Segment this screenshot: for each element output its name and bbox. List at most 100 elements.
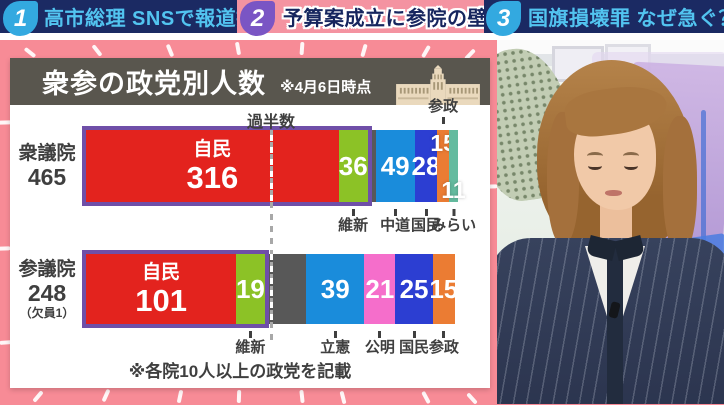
segment-seat-count: 28	[411, 151, 441, 181]
segment-seat-count: 19	[235, 274, 265, 304]
ticker-number-badge-1: 1	[3, 1, 38, 36]
bar-segment-維新: 36	[339, 130, 368, 202]
majority-line-over-bar1	[269, 135, 273, 207]
callout-tick	[412, 331, 416, 338]
party-callout-公明: 公明	[365, 329, 395, 357]
ray-decoration	[0, 246, 11, 251]
ray-decoration	[165, 43, 175, 58]
bar-segment-自民: 自民 316	[86, 130, 339, 202]
chart-panel: 衆参の政党別人数 ※4月6日時点	[10, 58, 490, 388]
callout-tick	[378, 331, 382, 338]
chart-title: 衆参の政党別人数	[42, 69, 266, 99]
ticker-item-1: 高市総理 SNSで報道批判	[0, 0, 277, 33]
party-callout-中道: 中道	[380, 207, 410, 235]
segment-seat-count: 101	[135, 282, 187, 318]
bar-segment-自民: 自民 101	[86, 254, 237, 324]
segment-seat-count: 15	[429, 274, 459, 304]
callout-label: 国民	[399, 339, 430, 356]
house-name: 参議院	[18, 259, 76, 280]
callout-label: 中道	[380, 217, 411, 234]
ticker-number-badge-3: 3	[486, 1, 521, 36]
ray-decoration	[23, 46, 37, 59]
party-callout-維新: 維新	[235, 329, 265, 357]
chart-title-bar: 衆参の政党別人数 ※4月6日時点	[10, 58, 490, 105]
bar-row-0: 自民 316 36 49 28 15 11 維新 中道 国民 参政 みらい	[82, 98, 476, 234]
callout-tick	[442, 331, 446, 338]
party-callout-国民: 国民	[411, 207, 441, 235]
callout-tick	[441, 117, 445, 124]
bar-segment-国民: 28	[412, 130, 440, 202]
party-callout-参政: 参政	[428, 97, 459, 127]
ray-decoration	[101, 388, 111, 403]
ticker-item-2: 予算案成立に参院の壁	[237, 0, 488, 33]
segment-seat-count: 316	[186, 159, 239, 195]
bar-row-1: 自民 101 19 39 21 25 15 維新 立憲 公明 国民 参政	[82, 250, 459, 356]
ray-decoration	[32, 390, 44, 403]
bar-segment-国民: 25	[395, 254, 433, 324]
house-total-seats: 465	[27, 163, 67, 190]
callout-label: 維新	[235, 339, 266, 356]
callout-tick	[393, 209, 397, 216]
callout-label: 立憲	[320, 339, 351, 356]
callout-label: みらい	[431, 217, 477, 234]
segment-seat-count: 36	[338, 151, 368, 181]
ray-decoration	[91, 44, 103, 57]
callout-label: 参政	[428, 339, 459, 356]
segment-seat-count: 49	[380, 151, 410, 181]
callout-label: 維新	[338, 217, 369, 234]
chart-stage: 衆参の政党別人数 ※4月6日時点	[0, 40, 498, 405]
majority-dashed-line	[269, 130, 273, 340]
callout-tick	[351, 209, 355, 216]
majority-label: 過半数	[246, 114, 296, 131]
ray-decoration	[421, 44, 431, 59]
person-eye	[624, 162, 638, 170]
callout-tick	[452, 209, 456, 216]
segment-party-name: 自民	[193, 138, 232, 160]
ray-decoration	[466, 392, 478, 405]
bar-segment-立憲: 39	[306, 254, 365, 324]
party-callout-みらい: みらい	[431, 207, 476, 235]
person-hair-lock	[547, 112, 579, 244]
house-name: 衆議院	[18, 143, 76, 164]
bar-segment-unlabeled	[367, 130, 376, 202]
blue-pillar	[701, 110, 706, 270]
house-vacancy: （欠員1）	[19, 306, 75, 321]
callout-tick	[248, 331, 252, 338]
chart-note: ※各院10人以上の政党を記載	[128, 362, 352, 381]
segment-seat-count: 39	[320, 274, 350, 304]
ray-decoration	[234, 41, 242, 56]
callout-tick	[424, 209, 428, 216]
house-total-seats: 248	[27, 279, 67, 306]
ticker-number-badge-2: 2	[240, 1, 275, 36]
segment-seat-count: 21	[365, 274, 395, 304]
segment-party-name: 自民	[142, 261, 181, 283]
party-callout-参政: 参政	[429, 329, 459, 357]
party-callout-国民: 国民	[399, 329, 429, 357]
callout-label: 参政	[428, 97, 459, 115]
party-callout-立憲: 立憲	[320, 329, 350, 357]
ray-decoration	[299, 389, 305, 404]
ticker-item-label: 国旗損壊罪 なぜ急ぐ？	[528, 8, 724, 30]
person-hair-lock	[663, 116, 697, 254]
ticker-item-label: 高市総理 SNSで報道批判	[44, 8, 278, 30]
person-shirt-placket	[607, 242, 623, 404]
bar-segment-維新: 19	[235, 254, 265, 324]
ray-decoration	[176, 389, 184, 404]
ray-decoration	[299, 41, 305, 56]
segment-seat-count: 25	[399, 274, 429, 304]
party-callout-維新: 維新	[338, 207, 368, 235]
house-label-shugiin: 衆議院 465	[10, 143, 84, 190]
callout-label: 国民	[410, 217, 442, 234]
diet-building-icon	[394, 65, 482, 105]
bar-segment-中道: 49	[375, 130, 415, 202]
person-eyebrow	[623, 152, 639, 160]
chart-body: 過半数 衆議院 465 参議院 248 （欠員1） 自民 316 36 49 28 15 1…	[10, 98, 490, 388]
person-eye	[588, 162, 602, 170]
callout-label: 公明	[364, 339, 395, 356]
stacked-bar-shugiin: 自民 316 36 49 28 15 11	[86, 130, 466, 202]
bar-segment-みらい: 11	[441, 130, 466, 202]
ticker-item-3: 国旗損壊罪 なぜ急ぐ？	[484, 0, 724, 33]
majority-line-over-bar2	[269, 254, 273, 324]
ray-decoration	[421, 390, 431, 405]
ray-decoration	[360, 43, 368, 58]
